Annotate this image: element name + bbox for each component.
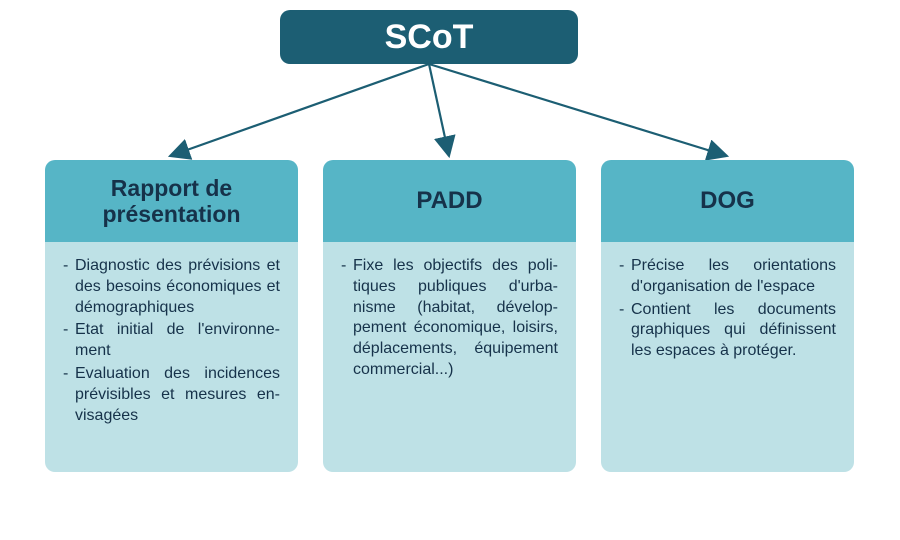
child-body-rapport: Diagnostic des prévisions et des besoins… [45, 242, 298, 472]
root-label: SCoT [385, 18, 474, 57]
child-body-padd: Fixe les objectifs des poli­tiques publi… [323, 242, 576, 472]
root-node: SCoT [280, 10, 578, 64]
child-header-label: Rapport de présentation [45, 175, 298, 228]
child-header-rapport: Rapport de présentation [45, 160, 298, 242]
child-header-padd: PADD [323, 160, 576, 242]
child-header-label: DOG [700, 187, 755, 215]
child-body-list: Fixe les objectifs des poli­tiques publi… [341, 256, 558, 381]
child-body-list: Précise les orientations d'organisation … [619, 256, 836, 362]
child-header-label: PADD [416, 187, 482, 215]
child-rapport: Rapport de présentation Diagnostic des p… [45, 160, 298, 472]
child-dog: DOG Précise les orientations d'organisat… [601, 160, 854, 472]
list-item: Fixe les objectifs des poli­tiques publi… [341, 256, 558, 381]
child-header-dog: DOG [601, 160, 854, 242]
list-item: Evaluation des incidences prévisibles et… [63, 364, 280, 426]
child-body-list: Diagnostic des prévisions et des besoins… [63, 256, 280, 426]
list-item: Etat initial de l'environne­ment [63, 320, 280, 362]
child-padd: PADD Fixe les objectifs des poli­tiques … [323, 160, 576, 472]
child-body-dog: Précise les orientations d'organisation … [601, 242, 854, 472]
list-item: Précise les orientations d'organisation … [619, 256, 836, 298]
list-item: Diagnostic des prévisions et des besoins… [63, 256, 280, 318]
list-item: Contient les documents graphiques qui dé… [619, 300, 836, 362]
